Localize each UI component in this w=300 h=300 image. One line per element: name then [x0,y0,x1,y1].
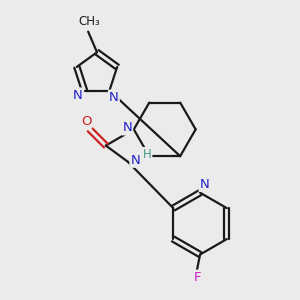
Text: N: N [109,91,119,103]
Text: O: O [81,115,92,128]
Text: H: H [143,148,152,161]
Text: N: N [200,178,209,191]
Text: F: F [194,271,201,284]
Text: N: N [122,122,132,134]
Text: N: N [130,154,140,167]
Text: CH₃: CH₃ [79,15,100,28]
Text: N: N [72,88,82,101]
